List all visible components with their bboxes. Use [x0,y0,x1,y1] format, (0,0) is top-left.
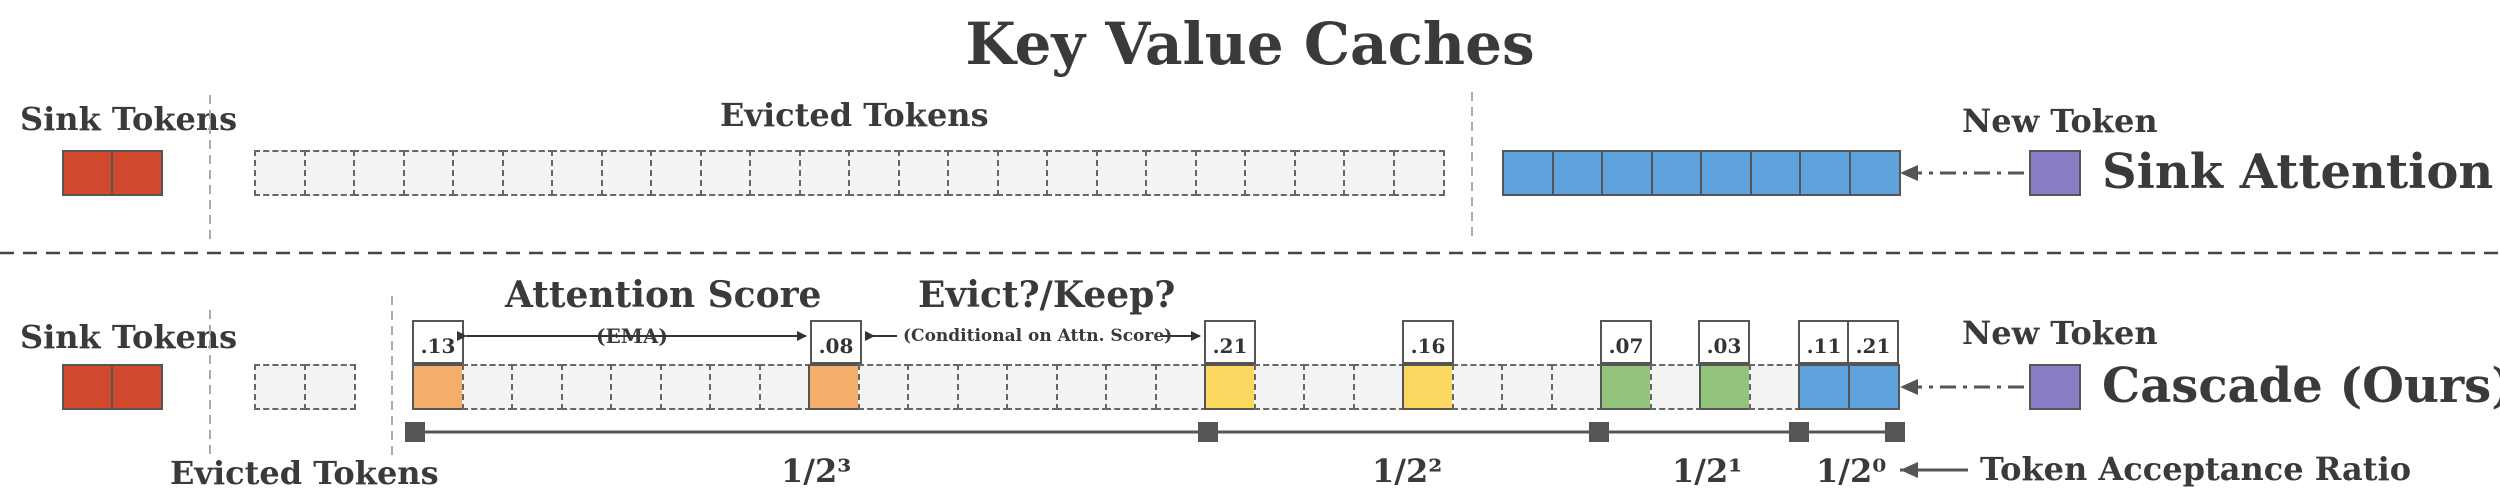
cascade-token [1798,364,1850,410]
score-box: .03 [1698,320,1750,364]
score-box: .08 [810,320,862,364]
cascade-token [1352,364,1405,410]
cascade-token [1600,364,1652,410]
timeline-marker [405,422,425,442]
bottom-sink-token-1 [62,364,114,410]
timeline-marker [1589,422,1609,442]
evicted-token [303,364,356,410]
conditional-label: (Conditional on Attn. Score) [903,326,1173,346]
cascade-token [659,364,712,410]
cascade-token [511,364,563,410]
cascade-label: Cascade (Ours) [2102,358,2500,414]
bottom-evicted-tokens-label: Evicted Tokens [170,454,439,492]
evicted-token [1145,150,1197,196]
evicted-token [1244,150,1296,196]
score-box: .21 [1847,320,1899,364]
score-box: .13 [412,320,464,364]
cascade-token [1006,364,1058,410]
cascade-token [1550,364,1603,410]
timeline-marker [1198,422,1218,442]
cached-token [1502,150,1554,196]
cascade-token [412,364,464,410]
top-evicted-tokens-label: Evicted Tokens [720,96,989,134]
evicted-token [1392,150,1445,196]
token-acceptance-ratio-label: Token Acceptance Ratio [1980,450,2412,488]
cached-token [1848,150,1901,196]
cascade-token [709,364,761,410]
score-box: .11 [1798,320,1850,364]
evicted-token [1095,150,1148,196]
cached-token [1799,150,1851,196]
bottom-sink-token-2 [111,364,163,410]
evicted-token [798,150,851,196]
evict-keep-label: Evict?/Keep? [918,274,1176,316]
top-sink-tokens-label: Sink Tokens [20,100,238,138]
score-box: .21 [1204,320,1256,364]
evicted-token [353,150,405,196]
top-sink-token-2 [111,150,163,196]
top-sink-token-1 [62,150,114,196]
evicted-token [947,150,999,196]
cascade-token [956,364,1009,410]
evicted-token [402,150,455,196]
cached-token [1650,150,1703,196]
evicted-token [254,150,306,196]
cascade-token [1303,364,1355,410]
timeline-marker [1789,422,1809,442]
cascade-token [1649,364,1702,410]
cascade-token [1847,364,1900,410]
attention-score-label: Attention Score [505,274,822,316]
cascade-token [1253,364,1306,410]
diagram-title: Key Value Caches [965,10,1535,78]
top-new-token [2029,150,2081,196]
bottom-new-token [2029,364,2081,410]
timeline-marker [1885,422,1905,442]
evicted-token [501,150,554,196]
evict-keep-arrow-tail [865,331,875,341]
score-box: .07 [1600,320,1652,364]
evicted-token [1293,150,1346,196]
evicted-token [303,150,356,196]
cascade-token [857,364,910,410]
top-new-token-label: New Token [1962,102,2158,140]
bottom-sink-tokens-label: Sink Tokens [20,318,238,356]
ratio-label: 1/2⁰ [1816,452,1887,490]
cached-token [1551,150,1604,196]
bottom-new-token-label: New Token [1962,314,2158,352]
evicted-token [749,150,801,196]
ratio-label: 1/2¹ [1672,452,1743,490]
cascade-token [1204,364,1256,410]
evicted-token [1046,150,1098,196]
sink-attention-label: Sink Attention [2102,144,2494,200]
evicted-token [551,150,603,196]
cached-token [1601,150,1653,196]
cascade-token [1154,364,1207,410]
evicted-token [650,150,702,196]
ratio-label: 1/2³ [781,452,852,490]
cascade-token [808,364,860,410]
ratio-label: 1/2² [1372,452,1443,490]
cascade-token [907,364,959,410]
evicted-token [254,364,306,410]
score-box: .16 [1402,320,1454,364]
